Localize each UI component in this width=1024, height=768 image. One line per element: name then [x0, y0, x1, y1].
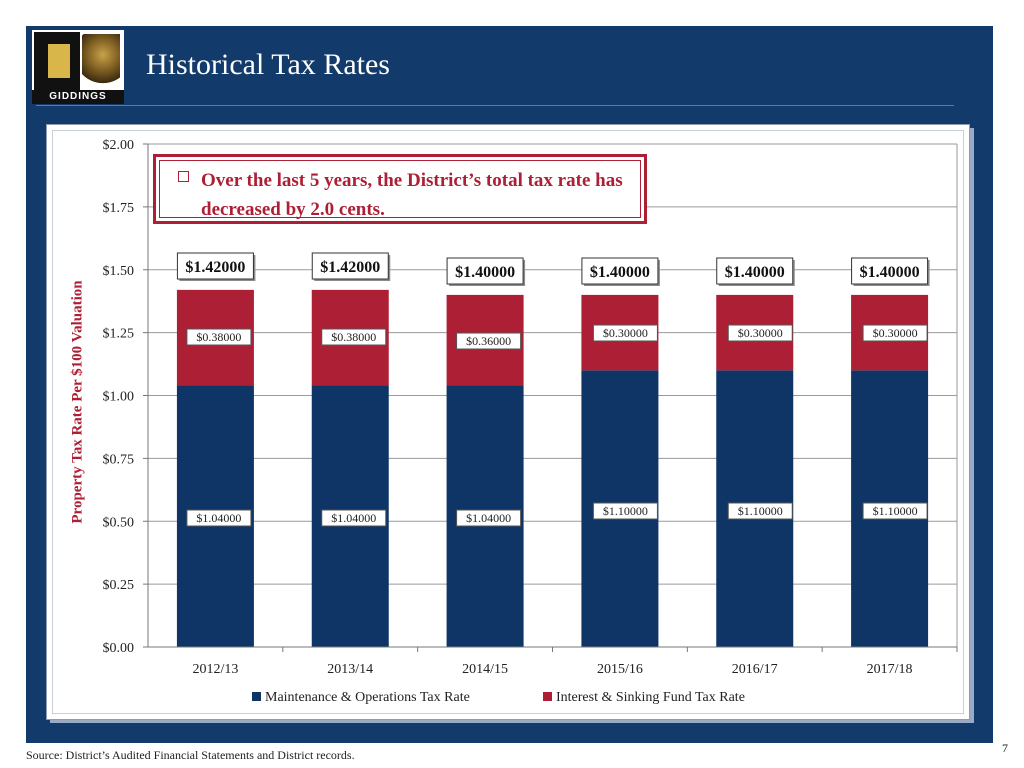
legend-label-interest: Interest & Sinking Fund Tax Rate — [556, 690, 745, 705]
data-label-interest: $0.38000 — [331, 330, 376, 344]
data-label-box-interest — [456, 332, 522, 350]
x-tick-label: 2015/16 — [597, 662, 643, 677]
buffalo-mascot-icon — [82, 34, 120, 86]
data-label-maintenance: $1.10000 — [873, 504, 918, 518]
total-label: $1.42000 — [320, 259, 380, 276]
y-tick-label: $1.25 — [103, 327, 135, 342]
y-axis-label: Property Tax Rate Per $100 Valuation — [69, 280, 86, 524]
legend-label-maintenance: Maintenance & Operations Tax Rate — [265, 690, 470, 705]
data-label-box-maintenance — [727, 502, 793, 520]
x-tick-label: 2017/18 — [867, 662, 913, 677]
y-tick-label: $0.75 — [103, 452, 135, 467]
summary-callout: Over the last 5 years, the District’s to… — [153, 154, 647, 224]
y-tick-label: $0.25 — [103, 578, 135, 593]
legend-item-maintenance: Maintenance & Operations Tax Rate — [252, 690, 470, 706]
data-label-box-maintenance — [186, 509, 252, 527]
logo-g-emblem — [34, 32, 80, 90]
y-tick-label: $1.75 — [103, 201, 135, 216]
data-label-box-interest — [862, 324, 928, 342]
x-tick-label: 2013/14 — [327, 662, 373, 677]
legend-item-interest: Interest & Sinking Fund Tax Rate — [543, 690, 745, 706]
y-tick-label: $1.50 — [103, 264, 135, 279]
data-label-interest: $0.30000 — [873, 326, 918, 340]
source-note: Source: District’s Audited Financial Sta… — [26, 748, 355, 762]
total-label-box — [446, 257, 524, 285]
data-label-box-interest — [727, 324, 793, 342]
checkbox-bullet-icon — [178, 171, 189, 182]
legend-swatch-maintenance — [252, 692, 261, 701]
data-label-box-interest — [186, 328, 252, 346]
chart-panel-border — [52, 130, 964, 714]
total-label: $1.40000 — [860, 264, 920, 281]
total-label-box — [851, 257, 929, 285]
data-label-interest: $0.30000 — [603, 326, 648, 340]
total-label: $1.40000 — [725, 264, 785, 281]
x-tick-label: 2012/13 — [192, 662, 238, 677]
data-label-box-maintenance — [592, 502, 658, 520]
data-label-interest: $0.36000 — [466, 334, 511, 348]
data-label-interest: $0.30000 — [738, 326, 783, 340]
data-label-maintenance: $1.04000 — [331, 511, 376, 525]
slide-title: Historical Tax Rates — [146, 48, 390, 81]
data-label-box-interest — [321, 328, 387, 346]
y-tick-label: $0.50 — [103, 515, 135, 530]
y-tick-label: $2.00 — [103, 138, 135, 153]
total-label-box — [581, 257, 659, 285]
page-number: 7 — [1002, 741, 1008, 755]
total-label: $1.42000 — [185, 259, 245, 276]
total-label: $1.40000 — [590, 264, 650, 281]
callout-text: Over the last 5 years, the District’s to… — [201, 170, 623, 220]
header-divider — [36, 105, 954, 106]
y-tick-label: $1.00 — [103, 390, 135, 405]
data-label-maintenance: $1.10000 — [738, 504, 783, 518]
total-label-box — [716, 257, 794, 285]
data-label-box-maintenance — [456, 509, 522, 527]
x-tick-label: 2014/15 — [462, 662, 508, 677]
total-label-box — [176, 252, 254, 280]
district-logo: GIDDINGS — [32, 30, 124, 104]
data-label-box-maintenance — [321, 509, 387, 527]
data-label-box-maintenance — [862, 502, 928, 520]
data-label-maintenance: $1.10000 — [603, 504, 648, 518]
data-label-box-interest — [592, 324, 658, 342]
data-label-maintenance: $1.04000 — [466, 511, 511, 525]
data-label-interest: $0.38000 — [196, 330, 241, 344]
logo-wordmark: GIDDINGS — [32, 90, 124, 104]
x-tick-label: 2016/17 — [732, 662, 778, 677]
data-label-maintenance: $1.04000 — [196, 511, 241, 525]
legend-swatch-interest — [543, 692, 552, 701]
total-label-box — [311, 252, 389, 280]
total-label: $1.40000 — [455, 264, 515, 281]
y-tick-label: $0.00 — [103, 641, 135, 656]
